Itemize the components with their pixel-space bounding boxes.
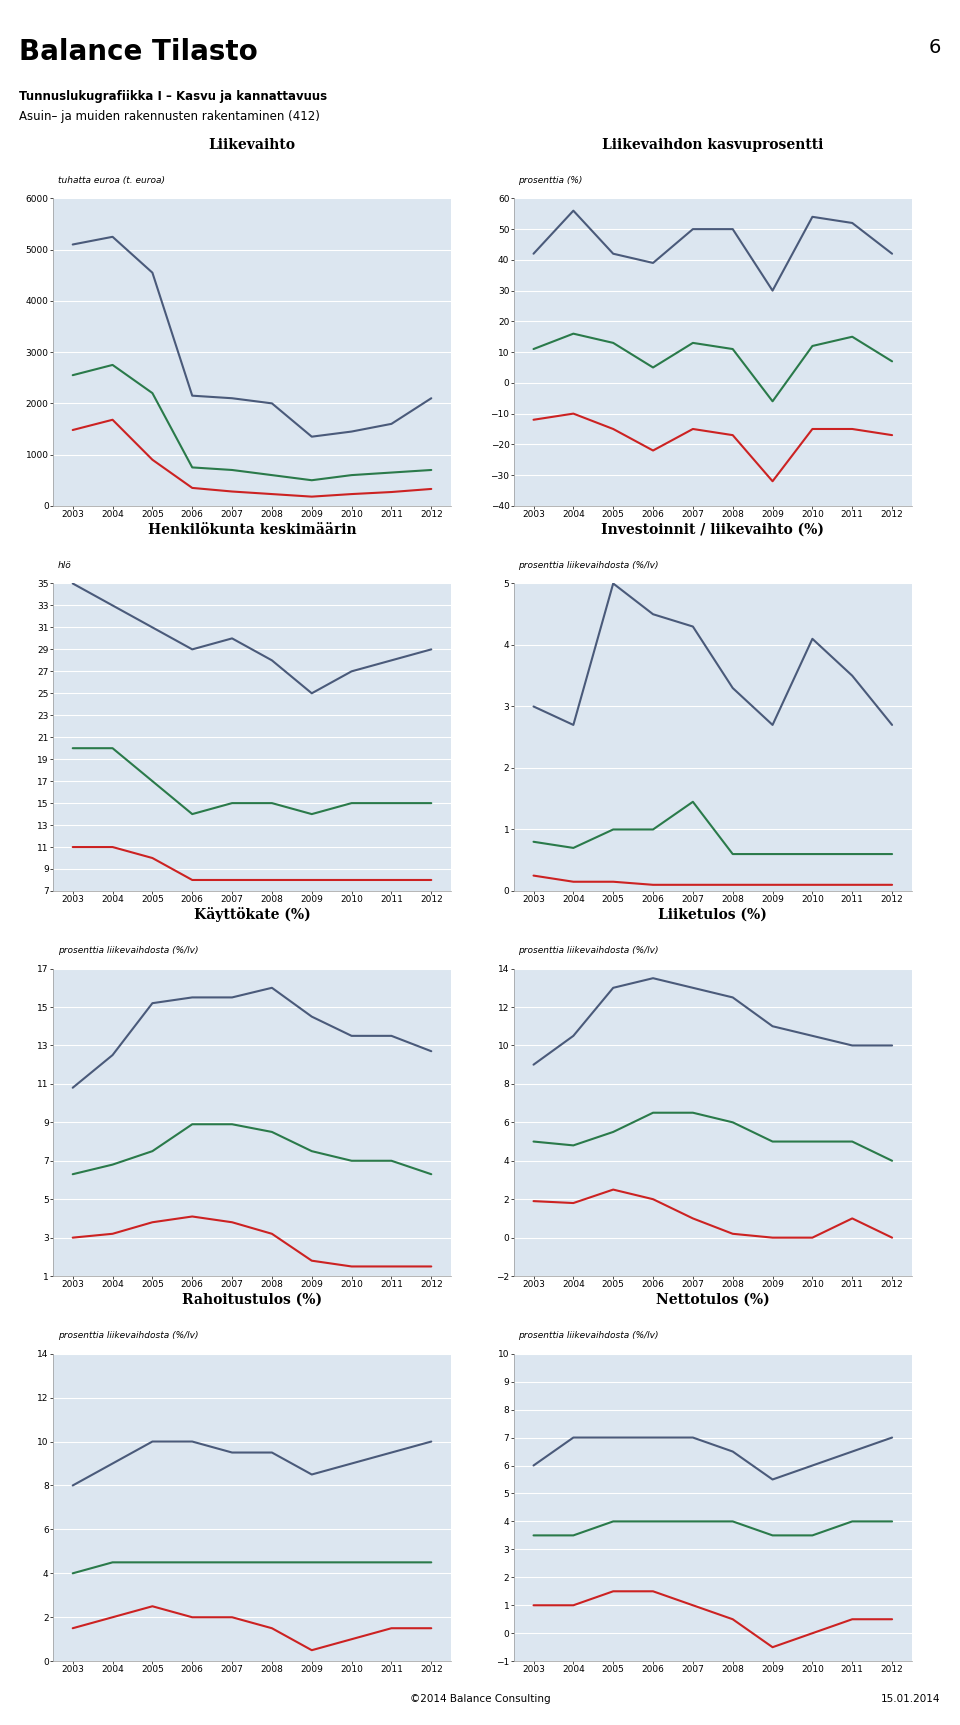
Text: Liikevaihdon kasvuprosentti: Liikevaihdon kasvuprosentti xyxy=(602,138,824,152)
Text: Rahoitustulos (%): Rahoitustulos (%) xyxy=(182,1292,322,1308)
Text: Käyttökate (%): Käyttökate (%) xyxy=(194,907,310,923)
Text: Henkilökunta keskimäärin: Henkilökunta keskimäärin xyxy=(148,523,356,536)
Text: Balance Tilasto: Balance Tilasto xyxy=(19,38,258,66)
Text: 6: 6 xyxy=(928,38,941,57)
Text: ©2014 Balance Consulting: ©2014 Balance Consulting xyxy=(410,1694,550,1704)
Text: prosenttia liikevaihdosta (%/lv): prosenttia liikevaihdosta (%/lv) xyxy=(518,561,659,569)
Text: Asuin– ja muiden rakennusten rakentaminen (412): Asuin– ja muiden rakennusten rakentamine… xyxy=(19,110,320,124)
Text: Tunnuslukugrafiikka I – Kasvu ja kannattavuus: Tunnuslukugrafiikka I – Kasvu ja kannatt… xyxy=(19,90,327,104)
Text: prosenttia (%): prosenttia (%) xyxy=(518,176,583,185)
Text: Liiketulos (%): Liiketulos (%) xyxy=(659,907,767,921)
Text: 15.01.2014: 15.01.2014 xyxy=(881,1694,941,1704)
Text: Investoinnit / liikevaihto (%): Investoinnit / liikevaihto (%) xyxy=(601,523,825,536)
Text: hlö: hlö xyxy=(58,561,71,569)
Text: prosenttia liikevaihdosta (%/lv): prosenttia liikevaihdosta (%/lv) xyxy=(58,945,198,956)
Text: Nettotulos (%): Nettotulos (%) xyxy=(656,1292,770,1308)
Text: prosenttia liikevaihdosta (%/lv): prosenttia liikevaihdosta (%/lv) xyxy=(518,945,659,956)
Text: tuhatta euroa (t. euroa): tuhatta euroa (t. euroa) xyxy=(58,176,164,185)
Text: prosenttia liikevaihdosta (%/lv): prosenttia liikevaihdosta (%/lv) xyxy=(58,1332,198,1340)
Text: Liikevaihto: Liikevaihto xyxy=(208,138,296,152)
Text: prosenttia liikevaihdosta (%/lv): prosenttia liikevaihdosta (%/lv) xyxy=(518,1332,659,1340)
